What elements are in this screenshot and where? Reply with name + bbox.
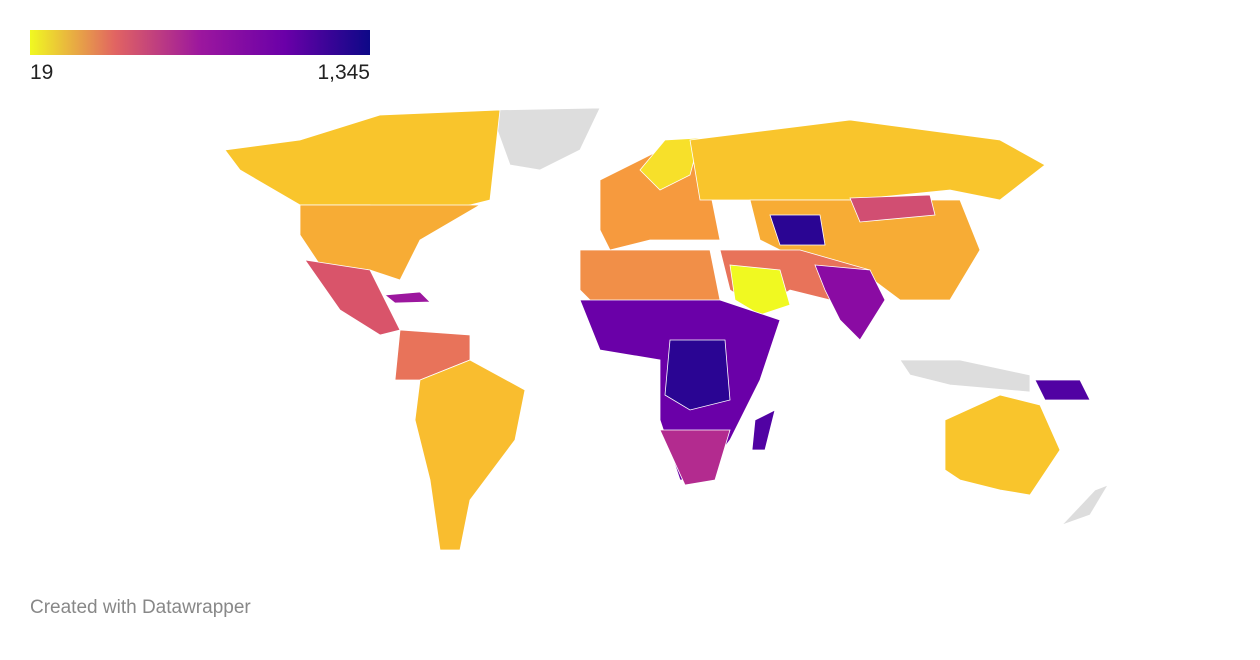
- central-asia: [769, 214, 826, 246]
- southern-africa: [659, 429, 731, 486]
- footer-credit: Created with Datawrapper: [30, 597, 251, 618]
- legend-gradient: [30, 30, 370, 55]
- india: [814, 264, 886, 341]
- central-africa: [664, 339, 731, 411]
- saudi-arabia: [729, 264, 791, 316]
- legend-min-label: 19: [30, 61, 53, 84]
- australia: [944, 394, 1061, 496]
- madagascar: [751, 409, 776, 451]
- papua-new-guinea: [1034, 379, 1091, 401]
- legend-max-label: 1,345: [317, 61, 370, 84]
- mongolia: [849, 194, 936, 223]
- new-zealand: [1061, 484, 1109, 526]
- greenland: [489, 107, 601, 171]
- southeast-asia: [899, 359, 1031, 393]
- caribbean: [383, 291, 431, 304]
- south-america: [414, 359, 526, 551]
- russia: [689, 119, 1046, 201]
- united-states: [299, 204, 482, 281]
- map: [224, 107, 1109, 551]
